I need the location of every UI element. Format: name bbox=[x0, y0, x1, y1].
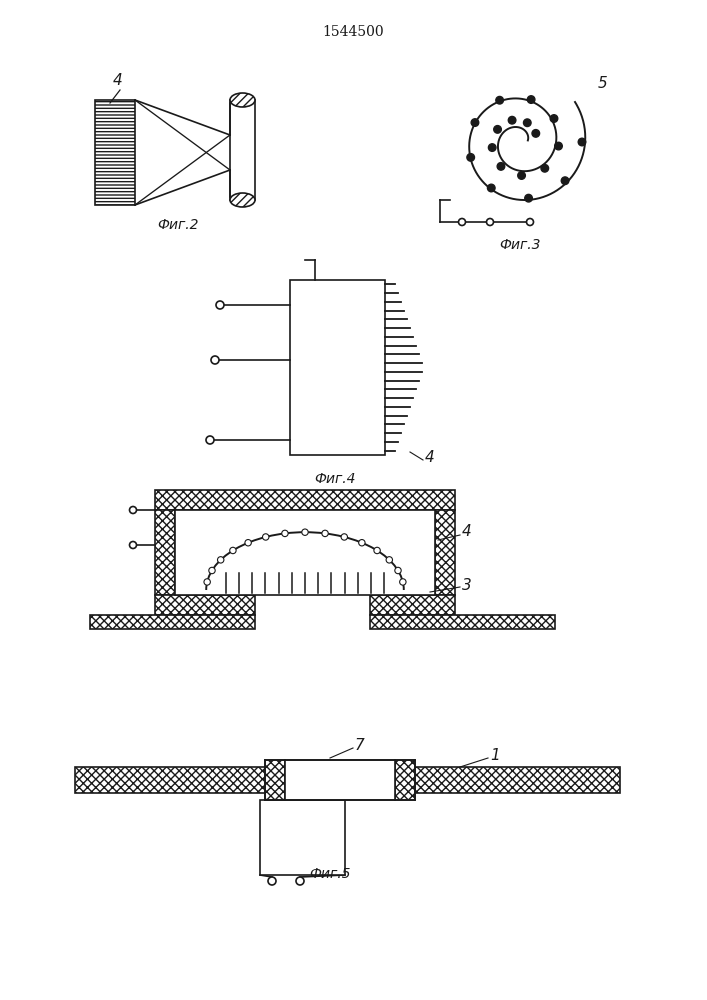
Text: 7: 7 bbox=[355, 738, 365, 752]
Circle shape bbox=[550, 115, 558, 122]
Circle shape bbox=[129, 542, 136, 548]
Bar bbox=[175, 510, 435, 595]
Bar bbox=[290, 280, 385, 455]
Circle shape bbox=[341, 534, 347, 540]
Circle shape bbox=[561, 177, 569, 185]
Bar bbox=[395, 760, 415, 800]
Circle shape bbox=[459, 219, 465, 226]
Circle shape bbox=[518, 172, 525, 179]
Bar bbox=[370, 615, 555, 629]
Circle shape bbox=[211, 356, 219, 364]
Circle shape bbox=[525, 194, 532, 202]
Bar bbox=[155, 595, 255, 615]
Ellipse shape bbox=[230, 93, 255, 107]
Circle shape bbox=[508, 116, 516, 124]
Circle shape bbox=[374, 547, 380, 554]
Text: 4: 4 bbox=[113, 73, 123, 88]
Ellipse shape bbox=[230, 193, 255, 207]
Text: 5: 5 bbox=[598, 77, 608, 92]
Circle shape bbox=[493, 126, 501, 133]
Circle shape bbox=[245, 540, 251, 546]
Bar bbox=[155, 490, 455, 510]
Bar bbox=[75, 767, 620, 793]
Text: Фиг.3: Фиг.3 bbox=[499, 238, 541, 252]
Circle shape bbox=[268, 877, 276, 885]
Bar bbox=[90, 615, 255, 629]
Circle shape bbox=[497, 163, 505, 170]
Circle shape bbox=[129, 506, 136, 514]
Text: 3: 3 bbox=[462, 578, 472, 592]
Circle shape bbox=[496, 96, 503, 104]
Bar bbox=[265, 760, 285, 800]
Circle shape bbox=[296, 877, 304, 885]
Circle shape bbox=[487, 184, 495, 192]
Circle shape bbox=[467, 154, 474, 161]
Circle shape bbox=[578, 138, 586, 146]
Circle shape bbox=[486, 219, 493, 226]
Text: Фиг.2: Фиг.2 bbox=[157, 218, 199, 232]
Text: 4: 4 bbox=[425, 450, 435, 464]
Bar bbox=[435, 510, 455, 595]
Circle shape bbox=[206, 436, 214, 444]
Circle shape bbox=[216, 301, 224, 309]
Circle shape bbox=[358, 540, 365, 546]
Circle shape bbox=[527, 96, 535, 103]
Circle shape bbox=[555, 142, 562, 150]
Circle shape bbox=[532, 130, 539, 137]
Circle shape bbox=[399, 579, 406, 585]
Bar bbox=[155, 510, 175, 595]
Circle shape bbox=[230, 547, 236, 554]
Circle shape bbox=[527, 219, 534, 226]
Bar bbox=[95, 100, 135, 205]
Bar bbox=[370, 595, 455, 615]
Circle shape bbox=[471, 119, 479, 126]
Text: Фиг.4: Фиг.4 bbox=[314, 472, 356, 486]
Circle shape bbox=[395, 567, 401, 574]
Circle shape bbox=[541, 164, 549, 172]
Circle shape bbox=[523, 119, 531, 127]
Text: 4: 4 bbox=[462, 524, 472, 540]
Bar bbox=[260, 800, 345, 875]
Circle shape bbox=[209, 567, 215, 574]
Circle shape bbox=[218, 557, 224, 563]
Circle shape bbox=[489, 144, 496, 151]
Circle shape bbox=[262, 534, 269, 540]
Text: 1: 1 bbox=[490, 748, 500, 762]
Circle shape bbox=[282, 530, 288, 537]
Bar bbox=[285, 760, 395, 800]
Circle shape bbox=[322, 530, 328, 537]
Text: 1544500: 1544500 bbox=[322, 25, 384, 39]
Circle shape bbox=[386, 557, 392, 563]
Circle shape bbox=[302, 529, 308, 535]
Circle shape bbox=[204, 579, 211, 585]
Text: Фиг.5: Фиг.5 bbox=[309, 867, 351, 881]
